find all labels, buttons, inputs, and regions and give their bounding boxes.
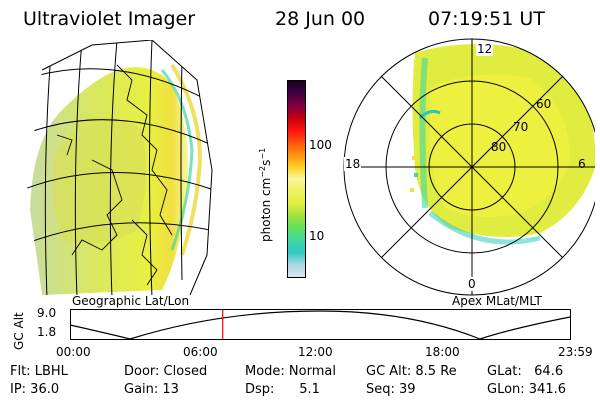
left-panel-caption: Geographic Lat/Lon — [72, 294, 190, 308]
dsp-info: Dsp: 5.1 — [245, 382, 320, 397]
colorbar — [287, 80, 306, 278]
ip-info: IP: 36.0 — [10, 382, 60, 397]
mode-info: Mode: Normal — [245, 364, 336, 379]
time-label: 07:19:51 UT — [428, 8, 545, 30]
altitude-plot — [70, 309, 571, 340]
glat-info: GLat: 64.6 — [487, 364, 564, 379]
alt-xtick-1200: 12:00 — [298, 345, 333, 359]
alt-xtick-1800: 18:00 — [425, 345, 460, 359]
mlt-label-12: 12 — [476, 42, 494, 56]
date-label: 28 Jun 00 — [275, 8, 366, 30]
polar-plot — [343, 38, 595, 296]
alt-xtick-0600: 06:00 — [183, 345, 218, 359]
mlat-label-80: 80 — [491, 140, 507, 154]
glon-info: GLon: 341.6 — [487, 382, 567, 397]
mlt-label-0: 0 — [467, 277, 477, 291]
geographic-image — [27, 40, 213, 296]
instrument-title: Ultraviolet Imager — [23, 8, 196, 30]
alt-xtick-2359: 23:59 — [558, 345, 593, 359]
alt-plot-ylabel: GC Alt — [12, 312, 26, 350]
door-info: Door: Closed — [124, 364, 208, 379]
colorbar-unit-label: photon cm−2s−1 — [258, 147, 273, 242]
colorbar-tick-10: 10 — [309, 229, 325, 243]
mlt-label-6: 6 — [578, 157, 586, 171]
right-panel-caption: Apex MLat/MLT — [452, 294, 542, 308]
seq-info: Seq: 39 — [366, 382, 416, 397]
alt-ytick-9: 9.0 — [37, 306, 57, 320]
colorbar-tick-100: 100 — [309, 138, 332, 152]
colorbar-unit-main: photon cm — [259, 177, 273, 242]
filter-info: Flt: LBHL — [10, 364, 68, 379]
gain-info: Gain: 13 — [124, 382, 179, 397]
gc-alt-info: GC Alt: 8.5 Re — [366, 364, 457, 379]
mlat-label-60: 60 — [536, 97, 552, 111]
mlt-label-18: 18 — [344, 157, 362, 171]
alt-xtick-0000: 00:00 — [56, 345, 91, 359]
alt-ytick-1-8: 1.8 — [37, 325, 57, 339]
mlat-label-70: 70 — [513, 120, 529, 134]
